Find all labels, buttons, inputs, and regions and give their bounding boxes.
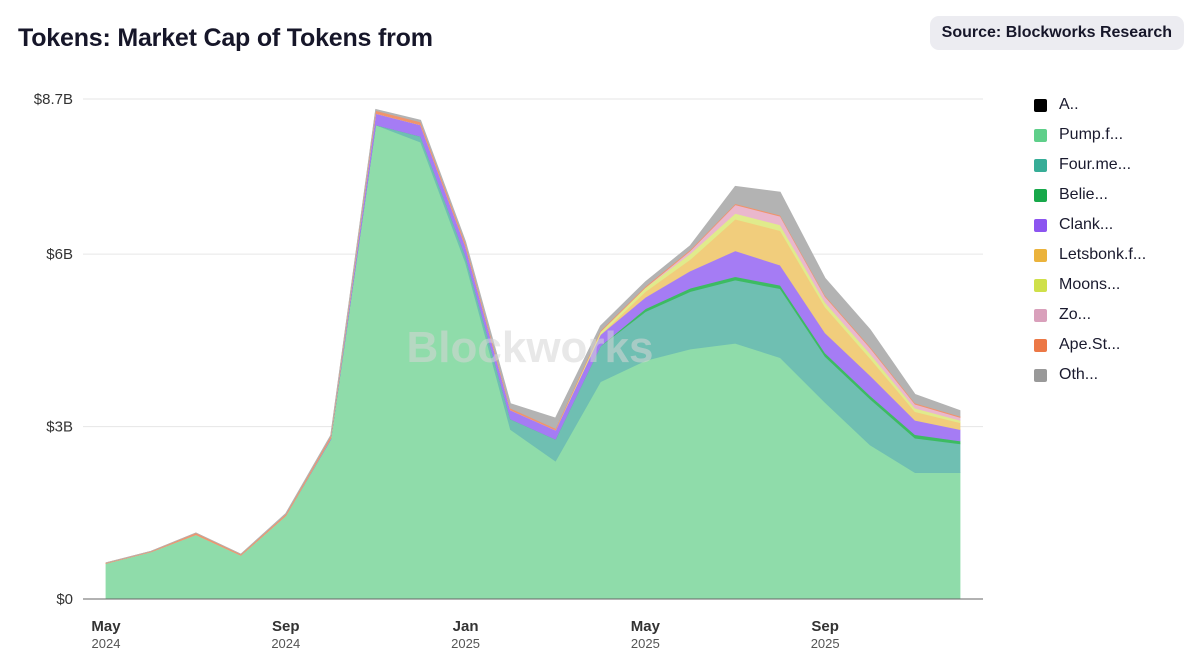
- legend-swatch: [1034, 188, 1047, 202]
- legend-item[interactable]: A..: [1034, 90, 1146, 120]
- legend-item[interactable]: Clank...: [1034, 210, 1146, 240]
- area-chart: Blockworks $0$3B$6B$8.7B May2024Sep2024J…: [34, 91, 983, 651]
- legend-swatch: [1034, 128, 1047, 142]
- legend-label: Pump.f...: [1059, 126, 1124, 143]
- legend-label: Clank...: [1059, 216, 1114, 233]
- legend-item[interactable]: Four.me...: [1034, 150, 1146, 180]
- x-tick-year: 2025: [811, 636, 840, 651]
- legend-item[interactable]: Oth...: [1034, 360, 1146, 390]
- legend-swatch: [1034, 338, 1047, 352]
- y-tick-label: $0: [56, 591, 73, 608]
- y-axis-ticks: $0 $3B $6B $8.7B: [34, 91, 73, 608]
- y-tick-label: $8.7B: [34, 91, 73, 108]
- x-tick-year: 2024: [271, 636, 300, 651]
- legend-item[interactable]: Zo...: [1034, 300, 1146, 330]
- stacked-areas: [105, 108, 961, 600]
- legend-swatch: [1034, 368, 1047, 382]
- legend-swatch: [1034, 248, 1047, 262]
- legend-label: Zo...: [1059, 306, 1092, 323]
- legend-swatch: [1034, 158, 1047, 172]
- legend-label: Letsbonk.f...: [1059, 246, 1147, 263]
- x-tick-year: 2025: [631, 636, 660, 651]
- legend-label: Moons...: [1059, 276, 1121, 293]
- x-tick-month: May: [631, 618, 661, 635]
- legend-label: Oth...: [1059, 366, 1099, 383]
- source-badge: Source: Blockworks Research: [929, 16, 1184, 50]
- legend-item[interactable]: Belie...: [1034, 180, 1146, 210]
- legend-label: Ape.St...: [1059, 336, 1121, 353]
- legend-item[interactable]: Ape.St...: [1034, 330, 1146, 360]
- area-series-9[interactable]: [105, 108, 961, 564]
- legend-label: A..: [1059, 96, 1079, 113]
- x-tick-month: Sep: [811, 618, 839, 635]
- y-tick-label: $6B: [46, 246, 73, 263]
- legend-swatch: [1034, 98, 1047, 112]
- legend-item[interactable]: Pump.f...: [1034, 120, 1146, 150]
- legend-item[interactable]: Letsbonk.f...: [1034, 240, 1146, 270]
- legend-label: Belie...: [1059, 186, 1108, 203]
- legend-swatch: [1034, 218, 1047, 232]
- x-tick-month: Sep: [272, 618, 300, 635]
- chart-title: Tokens: Market Cap of Tokens from: [18, 24, 433, 52]
- x-tick-month: May: [91, 618, 121, 635]
- legend-item[interactable]: Moons...: [1034, 270, 1146, 300]
- x-tick-month: Jan: [453, 618, 479, 635]
- x-tick-year: 2025: [451, 636, 480, 651]
- legend: A.. Pump.f... Four.me... Belie... Clank... Le…: [1034, 90, 1146, 390]
- legend-label: Four.me...: [1059, 156, 1132, 173]
- legend-swatch: [1034, 308, 1047, 322]
- legend-swatch: [1034, 278, 1047, 292]
- y-tick-label: $3B: [46, 419, 73, 436]
- x-tick-year: 2024: [92, 636, 121, 651]
- watermark: Blockworks: [407, 323, 654, 372]
